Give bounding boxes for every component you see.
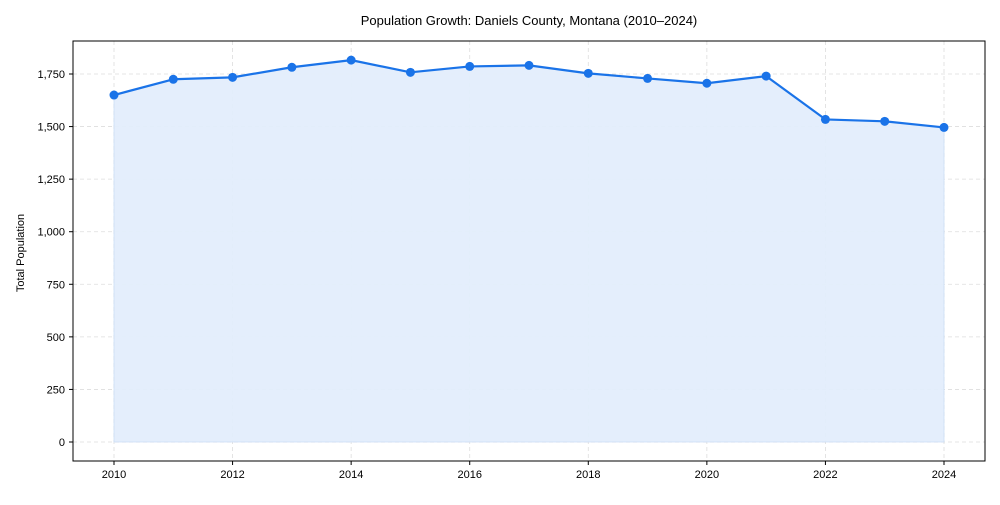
data-markers bbox=[109, 55, 949, 132]
data-point-marker bbox=[346, 55, 356, 65]
y-axis-label: Total Population bbox=[15, 214, 27, 292]
data-point-marker bbox=[820, 114, 830, 124]
x-axis-ticks: 2010 2012 2014 2016 2018 2020 2022 2024 bbox=[102, 461, 956, 481]
x-tick-label: 2020 bbox=[695, 469, 719, 481]
area-fill bbox=[113, 59, 945, 443]
data-point-marker bbox=[702, 78, 712, 88]
data-point-marker bbox=[405, 67, 415, 77]
plot-area-frame bbox=[72, 40, 986, 462]
y-tick-label: 500 bbox=[47, 332, 65, 344]
x-tick-label: 2014 bbox=[339, 469, 363, 481]
y-tick-label: 1,750 bbox=[37, 69, 65, 81]
data-point-marker bbox=[761, 71, 771, 81]
data-point-marker bbox=[524, 60, 534, 70]
data-point-marker bbox=[168, 74, 178, 84]
y-axis-ticks: 0 250 500 750 1,000 1,250 1,500 1,750 bbox=[37, 69, 73, 449]
data-point-marker bbox=[109, 90, 119, 100]
chart-title: Population Growth: Daniels County, Monta… bbox=[361, 13, 698, 28]
x-tick-label: 2024 bbox=[932, 469, 956, 481]
data-point-marker bbox=[465, 61, 475, 71]
data-point-marker bbox=[643, 73, 653, 83]
y-tick-label: 0 bbox=[59, 437, 65, 449]
y-tick-label: 250 bbox=[47, 384, 65, 396]
data-point-marker bbox=[228, 72, 238, 82]
x-tick-label: 2022 bbox=[813, 469, 837, 481]
y-tick-label: 1,250 bbox=[37, 174, 65, 186]
data-point-marker bbox=[287, 62, 297, 72]
data-point-marker bbox=[939, 122, 949, 132]
y-tick-label: 750 bbox=[47, 279, 65, 291]
y-tick-label: 1,000 bbox=[37, 227, 65, 239]
data-point-marker bbox=[880, 116, 890, 126]
x-tick-label: 2010 bbox=[102, 469, 126, 481]
area-fill-path bbox=[113, 59, 945, 443]
x-tick-label: 2012 bbox=[220, 469, 244, 481]
x-tick-label: 2018 bbox=[576, 469, 600, 481]
x-tick-label: 2016 bbox=[457, 469, 481, 481]
data-point-marker bbox=[583, 68, 593, 78]
y-tick-label: 1,500 bbox=[37, 122, 65, 134]
